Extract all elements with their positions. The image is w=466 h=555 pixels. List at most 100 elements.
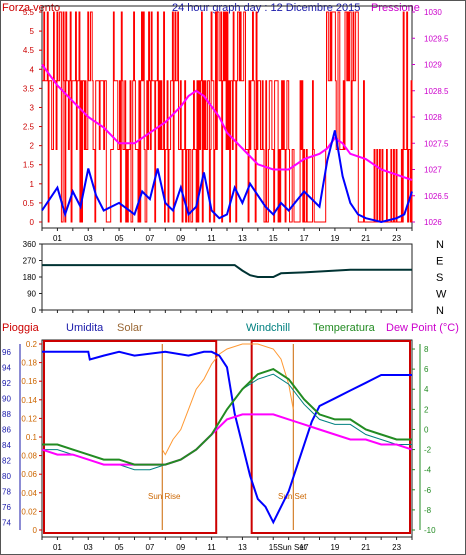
dewpoint-series [41,413,413,466]
wind-tick-label: 3.5 [23,84,35,93]
rain-box-left [43,340,218,534]
humidity-tick-label: 86 [2,425,11,434]
humidity-tick-label: 94 [2,363,11,372]
x-tick-label: 09 [176,543,185,552]
rain-tick-label: 0 [33,526,38,535]
x-tick-label: 23 [392,234,401,243]
rain-tick-label: 0.2 [26,340,38,349]
pressure-tick-label: 1026.5 [424,192,449,201]
solar-axis-label: Solar [117,322,143,334]
rain-tick-label: 0.12 [21,414,37,423]
pressure-tick-label: 1029 [424,61,442,70]
wind-tick-label: 5 [30,27,35,36]
x-tick-label: 07 [145,543,154,552]
temperature-series [42,367,412,466]
pressure-axis-label: Pressione [371,2,420,14]
direction-tick-label: 360 [23,240,37,249]
wind-tick-label: 4 [30,65,35,74]
rain-tick-label: 0.06 [21,470,37,479]
pressure-tick-label: 1028.5 [424,87,449,96]
rain-tick-label: 0.14 [21,396,37,405]
temperature-tick-label: 2 [424,405,429,414]
temperature-tick-label: -8 [424,506,432,515]
x-tick-label: 13 [238,543,247,552]
chart-title: 24 hour graph day : 12 Dicembre 2015 [172,2,360,14]
pressure-tick-label: 1026 [424,218,442,227]
dewpoint-axis-label: Dew Point (°C) [386,322,459,334]
pressure-tick-label: 1028 [424,113,442,122]
humidity-tick-label: 92 [2,379,11,388]
compass-label: N [436,239,444,251]
x-tick-label: 05 [115,234,124,243]
wind-tick-label: 1 [30,180,35,189]
temperature-tick-label: 6 [424,365,429,374]
humidity-tick-label: 90 [2,394,11,403]
windchill-axis-label: Windchill [246,322,290,334]
x-tick-label: 19 [330,543,339,552]
pressure-tick-label: 1027.5 [424,139,449,148]
wind-tick-label: 0.5 [23,199,35,208]
wind-tick-label: 2.5 [23,123,35,132]
sunset-label: Sun Set [278,492,307,501]
temperature-tick-label: -2 [424,446,432,455]
rain-tick-label: 0.18 [21,359,37,368]
x-tick-label: 01 [53,234,62,243]
direction-tick-label: 270 [23,257,37,266]
temperature-tick-label: -4 [424,466,432,475]
pressure-tick-label: 1029.5 [424,34,449,43]
direction-tick-label: 180 [23,273,37,282]
compass-label: S [436,272,443,284]
x-tick-label: 15 [269,543,278,552]
x-tick-label: 07 [145,234,154,243]
x-tick-label: 03 [84,234,93,243]
humidity-tick-label: 76 [2,503,11,512]
humidity-tick-label: 84 [2,441,11,450]
rain-box-right [250,340,411,534]
direction-tick-label: 0 [32,306,37,315]
temperature-tick-label: -10 [424,526,436,535]
pressure-series [41,63,413,181]
humidity-tick-label: 96 [2,348,11,357]
wind-tick-label: 5.5 [23,8,35,17]
wind-tick-label: 1.5 [23,161,35,170]
solar-series [161,343,294,456]
temperature-tick-label: -6 [424,486,432,495]
compass-label: W [436,289,447,301]
temperature-axis-label: Temperatura [313,322,376,334]
x-tick-label: 05 [115,543,124,552]
x-tick-label: 09 [176,234,185,243]
humidity-tick-label: 82 [2,456,11,465]
wind-direction-series [42,264,412,278]
wind-gust-series [41,130,413,224]
rain-axis-label: Pioggia [2,322,40,334]
x-tick-label: 13 [238,234,247,243]
x-tick-label: 01 [53,543,62,552]
wind-tick-label: 4.5 [23,46,35,55]
temperature-tick-label: 4 [424,385,429,394]
x-tick-label: 11 [207,543,216,552]
wind-speed-axis-label: Forza vento [2,2,60,14]
humidity-tick-label: 78 [2,487,11,496]
temperature-tick-label: 0 [424,425,429,434]
humidity-tick-label: 80 [2,472,11,481]
wind-speed-series [42,11,413,223]
humidity-tick-label: 88 [2,410,11,419]
x-tick-label: 17 [300,234,309,243]
x-tick-label: 03 [84,543,93,552]
rain-tick-label: 0.1 [26,433,38,442]
x-tick-label: 15 [269,234,278,243]
x-tick-label: 11 [207,234,216,243]
humidity-axis-label: Umidita [66,322,104,334]
humidity-tick-label: 74 [2,518,11,527]
wind-tick-label: 2 [30,142,35,151]
compass-label: E [436,256,443,268]
wind-tick-label: 0 [30,218,35,227]
rain-tick-label: 0.16 [21,377,37,386]
pressure-tick-label: 1027 [424,166,442,175]
wind-tick-label: 3 [30,103,35,112]
sunset-tick-label: Sun Set [278,543,307,552]
temperature-tick-label: 8 [424,345,429,354]
rain-tick-label: 0.08 [21,452,37,461]
sunrise-label: Sun Rise [148,492,181,501]
